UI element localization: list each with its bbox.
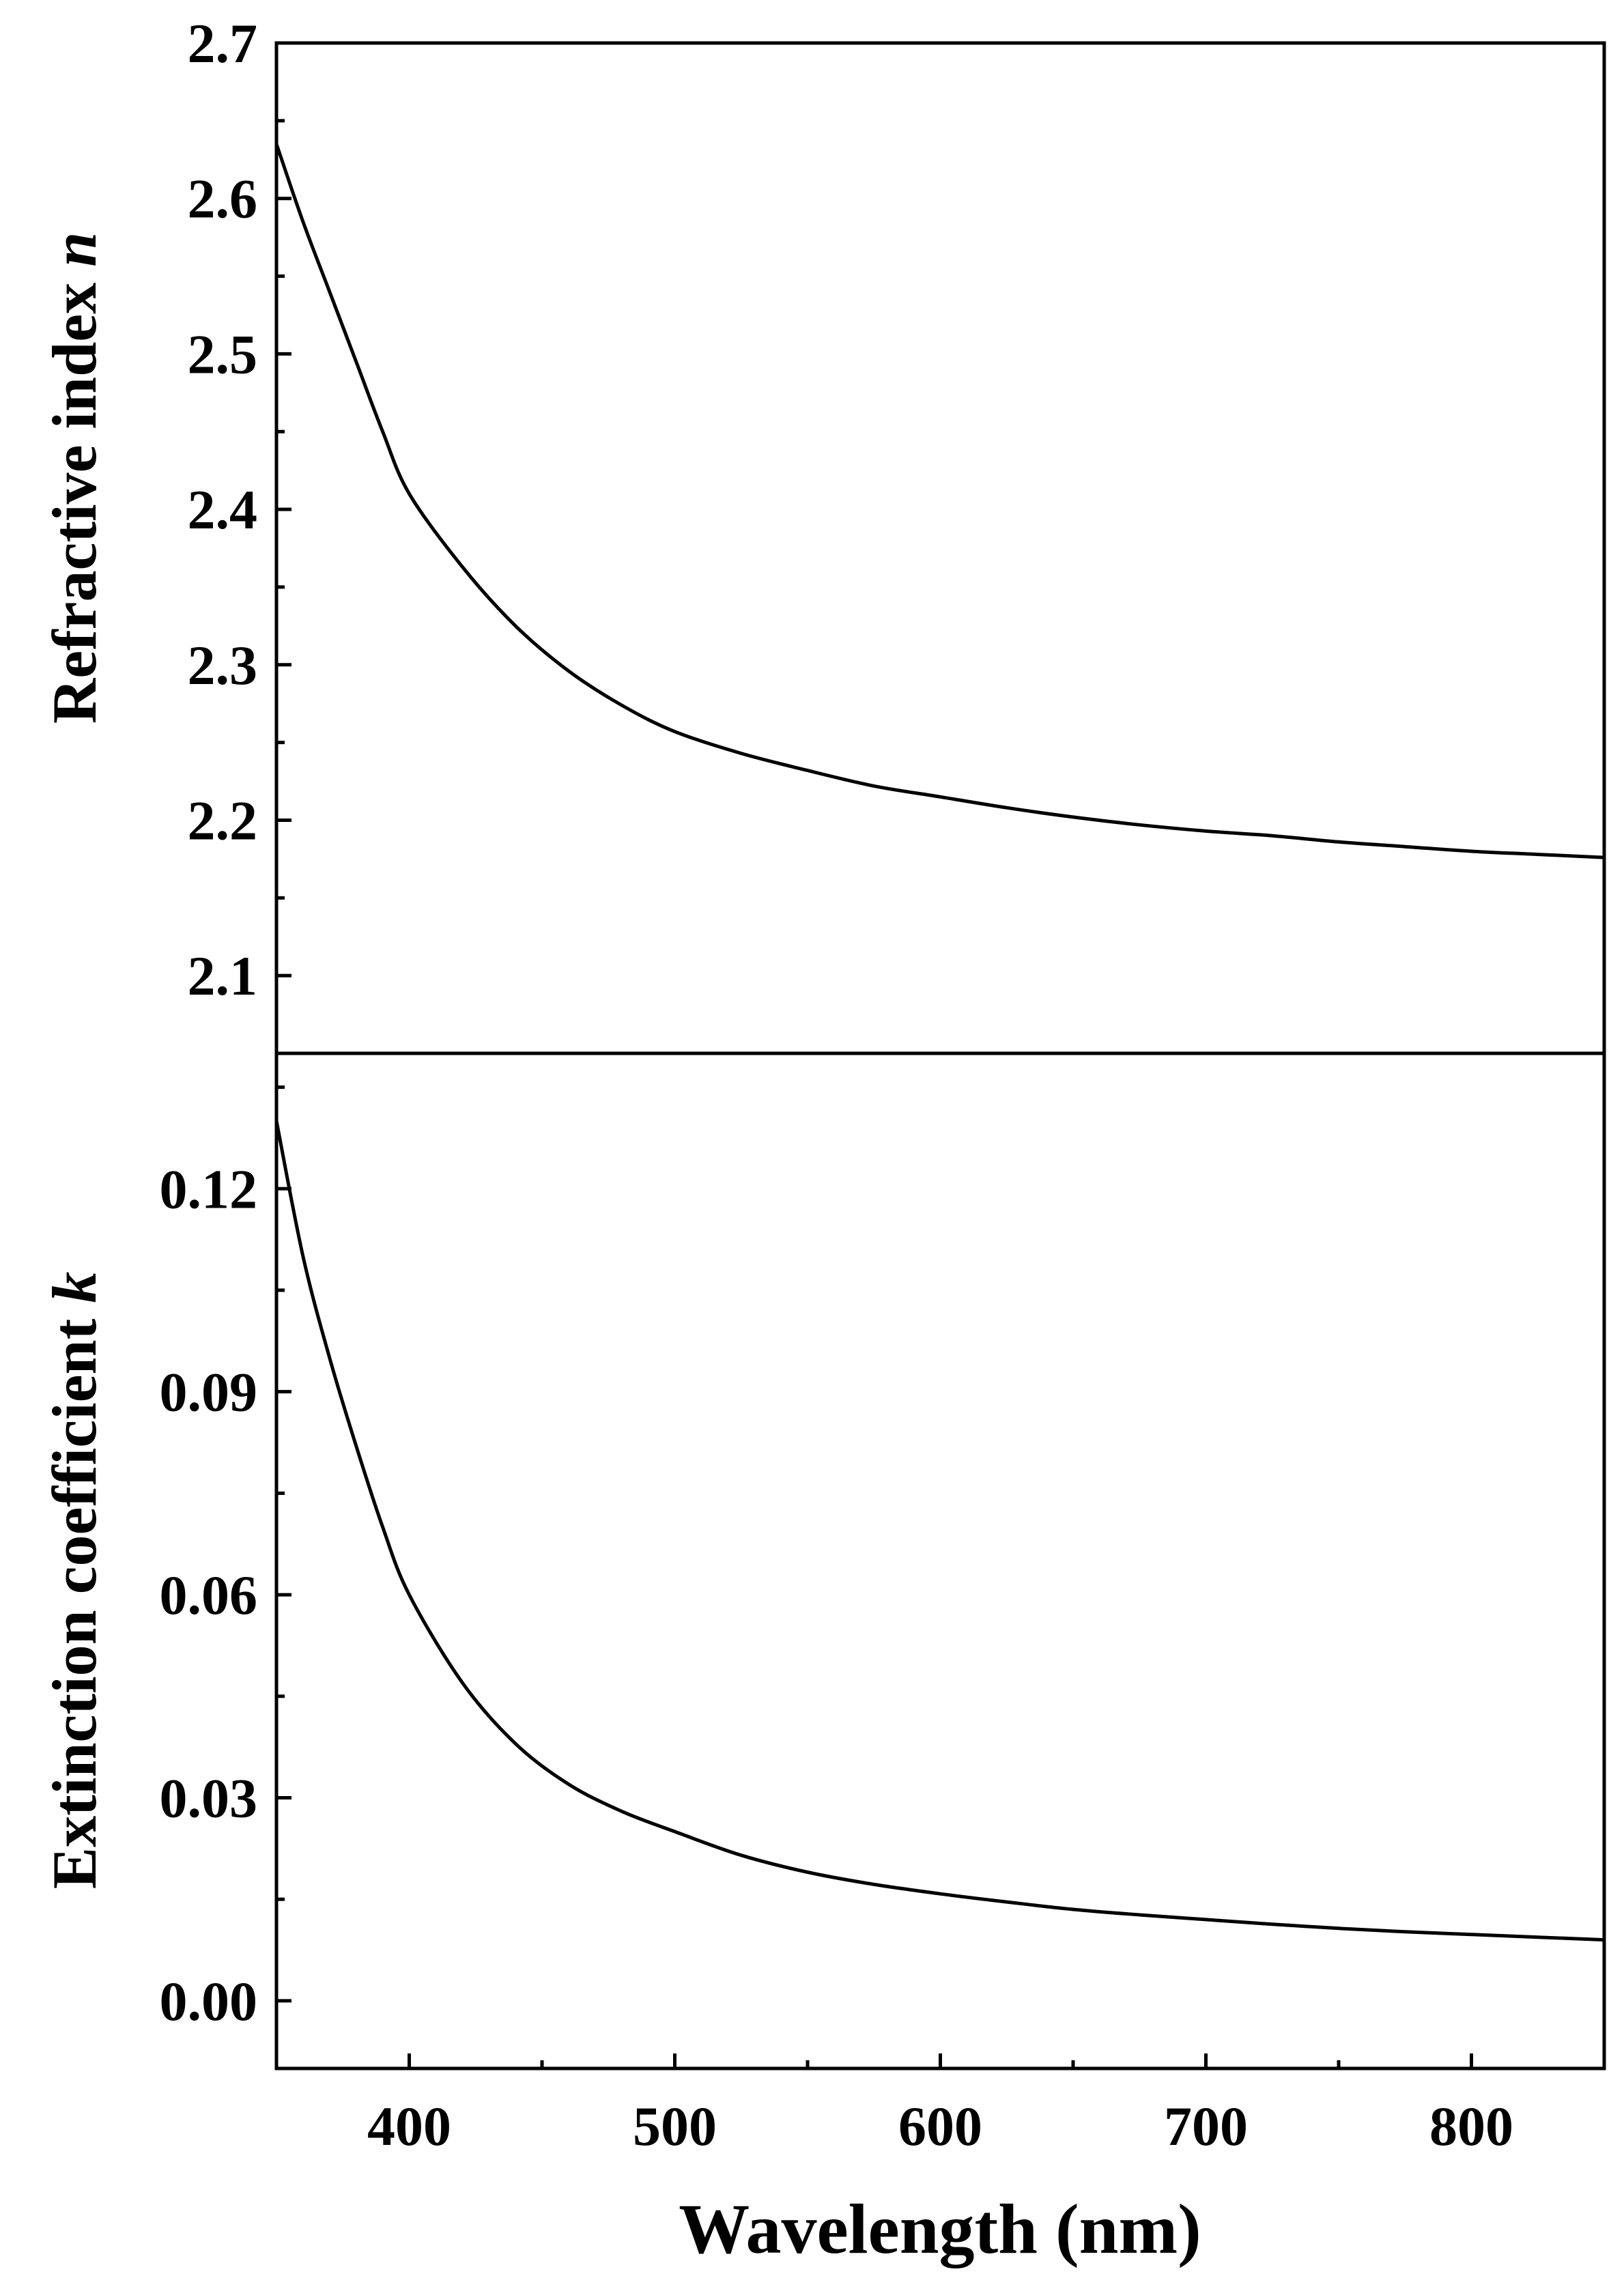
top-y-tick-labels: 2.1 2.2 2.3 2.4 2.5 2.6 2.7 [188,12,258,1007]
x-tick-label: 400 [367,2095,451,2157]
top-y-axis-symbol: n [40,232,109,267]
x-tick-label: 600 [898,2095,982,2157]
extinction-coefficient-curve [274,1120,1605,1942]
bottom-y-axis-symbol: k [40,1272,109,1303]
bottom-y-tick-labels: 0.00 0.03 0.06 0.09 0.12 [160,1158,258,2032]
top-y-tick-label: 2.1 [188,945,258,1007]
x-tick-label: 500 [633,2095,717,2157]
bottom-y-axis-title: Extinction coefficient k [40,1272,109,1889]
refractive-index-curve [274,143,1605,859]
bottom-y-tick-label: 0.03 [160,1767,258,1829]
bottom-y-tick-label: 0.09 [160,1361,258,1423]
bottom-y-axis-title-text: Extinction coefficient [40,1318,109,1889]
top-y-tick-label: 2.3 [188,634,258,696]
top-plot-frame [274,41,1606,1055]
x-tick-labels: 400 500 600 700 800 [367,2095,1513,2157]
extinction-coefficient-panel: 0.00 0.03 0.06 0.09 0.12 400 500 600 700 800 Ext… [40,1051,1606,2268]
top-y-tick-label: 2.4 [188,479,258,541]
top-y-tick-label: 2.6 [188,168,258,230]
x-tick-label: 800 [1429,2095,1513,2157]
bottom-axis-ticks [274,1085,1606,2068]
top-y-ticks [276,41,291,978]
x-tick-label: 700 [1164,2095,1248,2157]
top-y-tick-label: 2.2 [188,789,258,851]
top-y-tick-label: 2.7 [188,12,258,74]
top-y-axis-title-text: Refractive index [40,283,109,724]
refractive-index-panel: 2.1 2.2 2.3 2.4 2.5 2.6 2.7 Refractive index n [40,12,1606,1055]
top-y-tick-label: 2.5 [188,323,258,385]
top-y-axis-title: Refractive index n [40,232,109,724]
bottom-y-tick-label: 0.06 [160,1564,258,1626]
bottom-y-tick-label: 0.12 [160,1158,258,1220]
bottom-plot-frame [274,1051,1606,2071]
bottom-y-tick-label: 0.00 [160,1970,258,2032]
x-axis-title: Wavelength (nm) [679,2190,1201,2268]
